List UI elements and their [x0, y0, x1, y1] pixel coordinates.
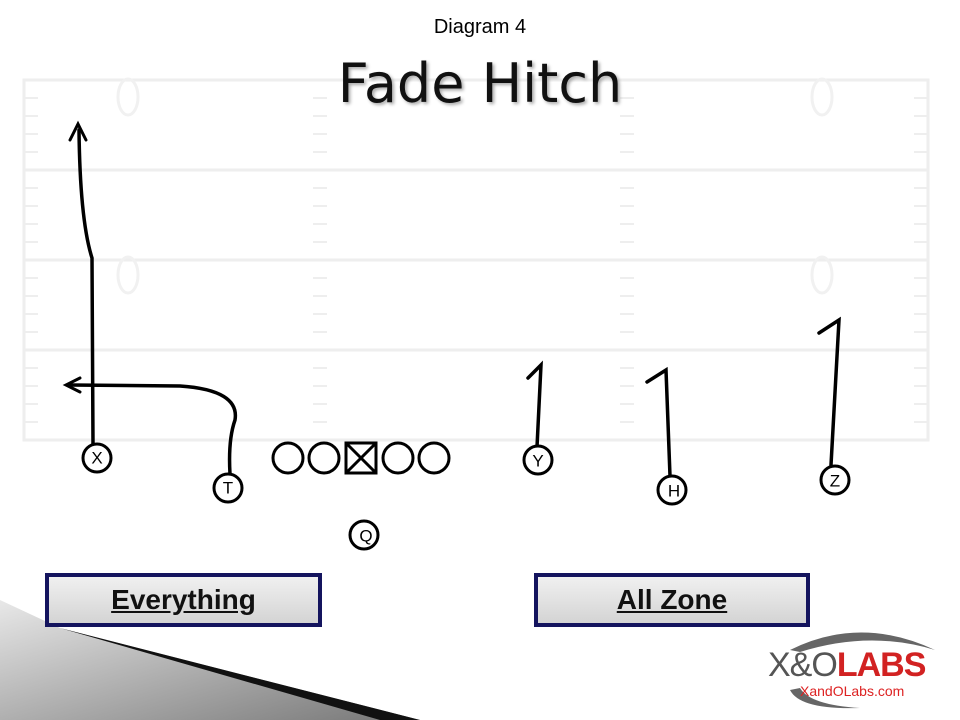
callout-right-all-zone: All Zone — [534, 573, 810, 627]
logo-swoosh-top — [790, 632, 935, 652]
player-h-label: H — [668, 482, 680, 501]
route-x-fade — [77, 128, 95, 446]
callout-left-everything: Everything — [45, 573, 322, 627]
route-z-hitch — [817, 316, 841, 467]
player-t-label: T — [223, 479, 233, 498]
route-t-arrowhead — [62, 376, 82, 394]
lineman-right-guard — [381, 441, 415, 475]
logo-labs-text: LABS — [836, 646, 927, 684]
player-z — [819, 464, 851, 496]
lineman-left-tackle — [271, 441, 305, 475]
player-y-label: Y — [532, 452, 543, 471]
player-q — [348, 519, 380, 551]
football-field — [22, 78, 930, 442]
decorative-swoosh — [0, 600, 420, 720]
logo-url: XandOLabs.com — [800, 683, 905, 699]
player-q-label: Q — [359, 527, 372, 546]
yard-numbers — [116, 77, 834, 295]
play-title: Fade Hitch — [337, 52, 623, 115]
center-x-mark — [344, 441, 378, 475]
player-t — [212, 472, 244, 504]
logo-swoosh-bottom — [790, 688, 860, 709]
lineman-right-tackle — [417, 441, 451, 475]
decorative-swoosh-dark — [60, 628, 420, 720]
player-y — [522, 444, 554, 476]
player-x-label: X — [91, 449, 102, 468]
route-t-out — [68, 383, 238, 476]
route-h-hitch — [645, 366, 672, 478]
route-x-arrowhead — [68, 120, 88, 142]
lineman-left-guard — [307, 441, 341, 475]
diagram-number: Diagram 4 — [433, 16, 527, 38]
player-z-label: Z — [830, 472, 840, 491]
player-x — [81, 442, 113, 474]
logo-xo-text: X&O — [768, 646, 838, 684]
xo-labs-logo: X&OLABS — [768, 646, 927, 685]
player-h — [656, 474, 688, 506]
route-y-hitch — [526, 360, 543, 449]
